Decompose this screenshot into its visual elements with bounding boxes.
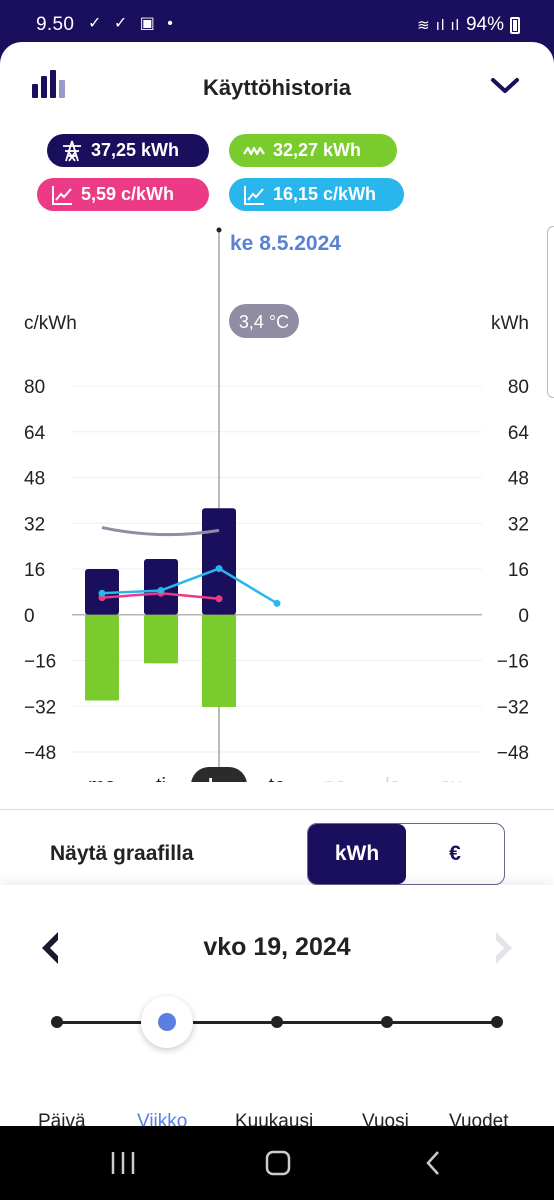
system-nav-bar <box>0 1126 554 1200</box>
consumption-bar <box>202 508 236 615</box>
y-tick-left: −48 <box>24 743 56 764</box>
price-blue-line-point <box>98 589 106 597</box>
y-tick-right: −32 <box>497 697 529 718</box>
production-bar <box>85 614 119 701</box>
y-tick-left: −16 <box>24 652 56 673</box>
y-tick-right: 16 <box>508 560 529 581</box>
y-tick-left: 16 <box>24 560 45 581</box>
price-blue-line-point <box>273 599 281 607</box>
day-label: ke <box>208 776 230 782</box>
unit-toggle[interactable]: kWh € <box>307 823 505 885</box>
status-right: ≋ ıl ıl 94% <box>417 14 520 36</box>
page-title: Käyttöhistoria <box>203 75 351 100</box>
day-label: ma <box>88 775 117 782</box>
day-label: la <box>385 775 401 782</box>
y-tick-left: 0 <box>24 606 35 627</box>
battery-level: 94% <box>465 14 504 35</box>
consumption-badge: 37,25 kWh <box>47 134 209 167</box>
toggle-euro[interactable]: € <box>449 842 461 865</box>
day-label: ti <box>156 775 166 782</box>
consumption-bar <box>144 558 178 615</box>
y-tick-right: 0 <box>518 606 529 627</box>
chevron-down-icon[interactable] <box>490 76 520 96</box>
price-pink-value: 5,59 c/kWh <box>81 184 175 204</box>
consumption-value: 37,25 kWh <box>91 140 180 160</box>
temperature-pill <box>229 304 299 338</box>
power-tower-icon <box>63 140 81 162</box>
back-icon[interactable] <box>422 1148 444 1178</box>
status-bar: 9.50 ✓ ✓ ▣ • ≋ ıl ıl 94% <box>0 0 554 44</box>
chevron-right-icon[interactable] <box>492 930 516 966</box>
price-blue-value: 16,15 c/kWh <box>273 184 377 204</box>
status-time: 9.50 <box>36 14 75 35</box>
period-viikko[interactable]: Viikko <box>137 1111 188 1126</box>
period-vuodet[interactable]: Vuodet <box>449 1111 509 1126</box>
y-tick-left: −32 <box>24 697 56 718</box>
slider-stop-paiva[interactable] <box>51 1016 63 1028</box>
production-badge: 32,27 kWh <box>229 134 397 167</box>
slider-stop-kuukausi[interactable] <box>271 1016 283 1028</box>
battery-icon <box>510 16 520 34</box>
display-label: Näytä graafilla <box>50 842 194 865</box>
signal-icon: ≋ ıl ıl <box>417 17 460 34</box>
day-label: pe <box>324 775 346 782</box>
line-chart-icon <box>244 185 264 205</box>
period-panel: vko 19, 2024 Päivä Viikko Kuukausi Vuosi… <box>0 885 554 1126</box>
selected-date: ke 8.5.2024 <box>230 232 341 255</box>
line-chart-icon <box>52 185 72 205</box>
notification-icons: ✓ ✓ ▣ • <box>88 15 177 32</box>
divider <box>0 809 554 810</box>
y-tick-left: 32 <box>24 514 45 535</box>
period-vuosi[interactable]: Vuosi <box>362 1111 409 1126</box>
left-unit-label: c/kWh <box>24 313 77 334</box>
week-label: vko 19, 2024 <box>203 933 351 961</box>
y-tick-left: 64 <box>24 423 46 444</box>
usage-chart[interactable]: c/kWh kWh 80 80 64 64 48 48 32 32 16 16 0 0 −16 −16 −32 −… <box>0 222 554 782</box>
production-bar <box>144 614 178 664</box>
chevron-left-icon[interactable] <box>38 930 62 966</box>
header: Käyttöhistoria <box>0 42 554 132</box>
right-unit-label: kWh <box>491 313 529 334</box>
bar-chart-icon[interactable] <box>32 70 66 98</box>
period-paiva[interactable]: Päivä <box>38 1111 86 1126</box>
slider-stop-vuosi[interactable] <box>381 1016 393 1028</box>
recent-apps-icon[interactable] <box>110 1148 136 1178</box>
day-label: su <box>440 775 461 782</box>
y-tick-right: −16 <box>497 652 529 673</box>
y-tick-right: 48 <box>508 469 529 490</box>
selection-dot <box>216 227 222 233</box>
y-tick-right: 64 <box>508 423 530 444</box>
selected-day-pill <box>191 767 247 782</box>
toggle-kwh[interactable]: kWh <box>308 824 406 884</box>
temperature-value: 3,4 °C <box>239 312 289 332</box>
price-blue-line-point <box>215 565 223 573</box>
day-label: to <box>269 775 286 782</box>
period-kuukausi[interactable]: Kuukausi <box>235 1111 314 1126</box>
y-tick-right: −48 <box>497 743 529 764</box>
production-bar <box>202 614 236 708</box>
price-pink-line-point <box>215 595 223 603</box>
wave-icon <box>243 146 265 155</box>
price-blue-line-point <box>157 586 165 594</box>
period-slider-knob[interactable] <box>141 996 193 1048</box>
y-tick-right: 32 <box>508 514 529 535</box>
production-value: 32,27 kWh <box>273 140 362 160</box>
y-tick-left: 48 <box>24 469 45 490</box>
side-scroll-handle[interactable] <box>547 226 554 398</box>
y-tick-right: 80 <box>508 377 529 398</box>
price-blue-line <box>101 567 278 605</box>
price-blue-badge: 16,15 c/kWh <box>229 178 404 211</box>
slider-stop-vuodet[interactable] <box>491 1016 503 1028</box>
y-tick-left: 80 <box>24 377 45 398</box>
price-pink-badge: 5,59 c/kWh <box>37 178 209 211</box>
temperature-line <box>101 526 220 537</box>
usage-sheet: Käyttöhistoria 37,25 kWh 32,27 kWh 5,59 … <box>0 42 554 1126</box>
home-icon[interactable] <box>264 1148 292 1178</box>
